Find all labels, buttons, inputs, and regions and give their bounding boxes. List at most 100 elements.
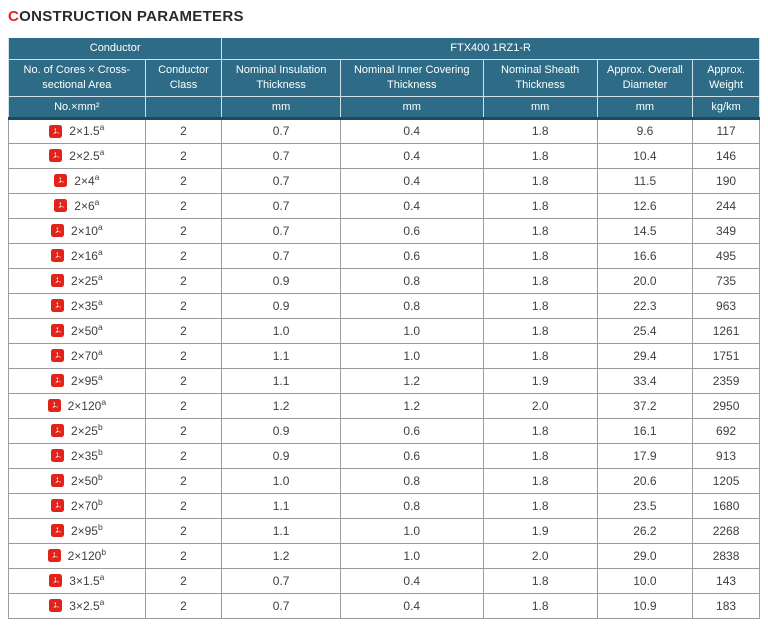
weight-cell: 963 — [692, 292, 760, 319]
insulation-thickness-cell: 0.7 — [221, 242, 341, 269]
overall-diameter-cell: 11.5 — [596, 167, 694, 194]
size-value: 2×95 — [70, 523, 98, 538]
pdf-icon[interactable] — [50, 499, 64, 513]
conductor-class-cell: 2 — [144, 542, 223, 569]
weight-cell: 913 — [692, 442, 760, 469]
pdf-icon[interactable] — [50, 474, 64, 488]
size-footnote-sup: a — [97, 321, 103, 332]
conductor-class-cell: 2 — [144, 167, 223, 194]
pdf-icon[interactable] — [50, 274, 64, 288]
unit-diameter: mm — [596, 95, 694, 120]
size-footnote-sup: a — [97, 271, 103, 282]
conductor-class-cell: 2 — [144, 367, 223, 394]
pdf-icon[interactable] — [47, 549, 61, 563]
inner-covering-thickness-cell: 1.2 — [339, 392, 484, 419]
insulation-thickness-cell: 0.9 — [221, 417, 341, 444]
conductor-class-cell: 2 — [144, 142, 223, 169]
size-label: 2×120a — [68, 398, 106, 413]
overall-diameter-cell: 12.6 — [596, 192, 694, 219]
insulation-thickness-cell: 1.0 — [221, 317, 341, 344]
unit-insulation: mm — [221, 95, 341, 120]
overall-diameter-cell: 25.4 — [596, 317, 694, 344]
overall-diameter-cell: 10.9 — [596, 592, 694, 619]
weight-cell: 190 — [692, 167, 760, 194]
pdf-icon[interactable] — [50, 424, 64, 438]
size-footnote-sup: a — [99, 122, 105, 133]
size-value: 2×70 — [70, 348, 98, 363]
pdf-icon[interactable] — [50, 449, 64, 463]
pdf-icon[interactable] — [50, 299, 64, 313]
weight-cell: 244 — [692, 192, 760, 219]
overall-diameter-cell: 33.4 — [596, 367, 694, 394]
size-footnote-sup: b — [97, 446, 103, 457]
table-body: 2×1.5a 2 0.7 0.4 1.8 9.6 117 2×2.5a 2 0.… — [8, 117, 760, 619]
overall-diameter-cell: 10.4 — [596, 142, 694, 169]
conductor-class-cell: 2 — [144, 292, 223, 319]
size-label: 2×10a — [70, 223, 103, 238]
column-header-cores-area: No. of Cores × Cross-sectional Area — [8, 58, 146, 97]
conductor-class-cell: 2 — [144, 317, 223, 344]
inner-covering-thickness-cell: 0.8 — [339, 292, 484, 319]
insulation-thickness-cell: 0.9 — [221, 442, 341, 469]
size-cell: 2×95b — [8, 517, 146, 544]
pdf-icon[interactable] — [54, 174, 68, 188]
table-row: 2×70b 2 1.1 0.8 1.8 23.5 1680 — [8, 492, 760, 519]
pdf-icon[interactable] — [47, 399, 61, 413]
pdf-icon[interactable] — [54, 199, 68, 213]
unit-weight: kg/km — [692, 95, 760, 120]
weight-cell: 143 — [692, 567, 760, 594]
table-row: 2×50a 2 1.0 1.0 1.8 25.4 1261 — [8, 317, 760, 344]
size-label: 2×1.5a — [69, 122, 105, 138]
pdf-icon[interactable] — [50, 524, 64, 538]
size-cell: 2×10a — [8, 217, 146, 244]
size-cell: 2×6a — [8, 192, 146, 219]
overall-diameter-cell: 23.5 — [596, 492, 694, 519]
size-cell: 2×70b — [8, 492, 146, 519]
size-footnote-sup: a — [99, 571, 105, 582]
inner-covering-thickness-cell: 0.8 — [339, 492, 484, 519]
pdf-icon[interactable] — [50, 249, 64, 263]
size-value: 2×10 — [70, 223, 98, 238]
pdf-icon[interactable] — [49, 599, 63, 613]
pdf-icon[interactable] — [50, 374, 64, 388]
pdf-icon[interactable] — [49, 574, 63, 588]
size-cell: 2×2.5a — [8, 142, 146, 169]
sheath-thickness-cell: 1.8 — [482, 217, 598, 244]
size-cell: 2×70a — [8, 342, 146, 369]
pdf-icon[interactable] — [50, 224, 64, 238]
inner-covering-thickness-cell: 1.0 — [339, 342, 484, 369]
size-footnote-sup: a — [97, 296, 103, 307]
size-cell: 2×25a — [8, 267, 146, 294]
size-cell: 2×120b — [8, 542, 146, 569]
conductor-class-cell: 2 — [144, 192, 223, 219]
weight-cell: 349 — [692, 217, 760, 244]
column-header-sheath-thickness: Nominal Sheath Thickness — [482, 58, 598, 97]
weight-cell: 1261 — [692, 317, 760, 344]
weight-cell: 1680 — [692, 492, 760, 519]
inner-covering-thickness-cell: 0.4 — [339, 592, 484, 619]
size-footnote-sup: b — [97, 471, 103, 482]
weight-cell: 2268 — [692, 517, 760, 544]
pdf-icon[interactable] — [49, 149, 63, 163]
conductor-class-cell: 2 — [144, 242, 223, 269]
size-cell: 2×50b — [8, 467, 146, 494]
insulation-thickness-cell: 0.7 — [221, 217, 341, 244]
size-label: 2×6a — [74, 196, 100, 213]
size-label: 3×2.5a — [69, 598, 104, 613]
size-value: 2×50 — [70, 323, 98, 338]
table-row: 3×2.5a 2 0.7 0.4 1.8 10.9 183 — [8, 592, 760, 619]
insulation-thickness-cell: 0.7 — [221, 142, 341, 169]
pdf-icon[interactable] — [50, 349, 64, 363]
pdf-icon[interactable] — [49, 124, 63, 138]
pdf-icon[interactable] — [50, 324, 64, 338]
size-footnote-sup: a — [97, 346, 103, 357]
size-label: 2×50b — [71, 471, 103, 488]
size-footnote-sup: a — [94, 196, 100, 207]
unit-sheath: mm — [482, 95, 598, 120]
table-row: 2×25a 2 0.9 0.8 1.8 20.0 735 — [8, 267, 760, 294]
sheath-thickness-cell: 1.8 — [482, 317, 598, 344]
conductor-class-cell: 2 — [144, 592, 223, 619]
sheath-thickness-cell: 1.8 — [482, 267, 598, 294]
table-row: 2×25b 2 0.9 0.6 1.8 16.1 692 — [8, 417, 760, 444]
size-value: 2×120 — [67, 548, 102, 563]
